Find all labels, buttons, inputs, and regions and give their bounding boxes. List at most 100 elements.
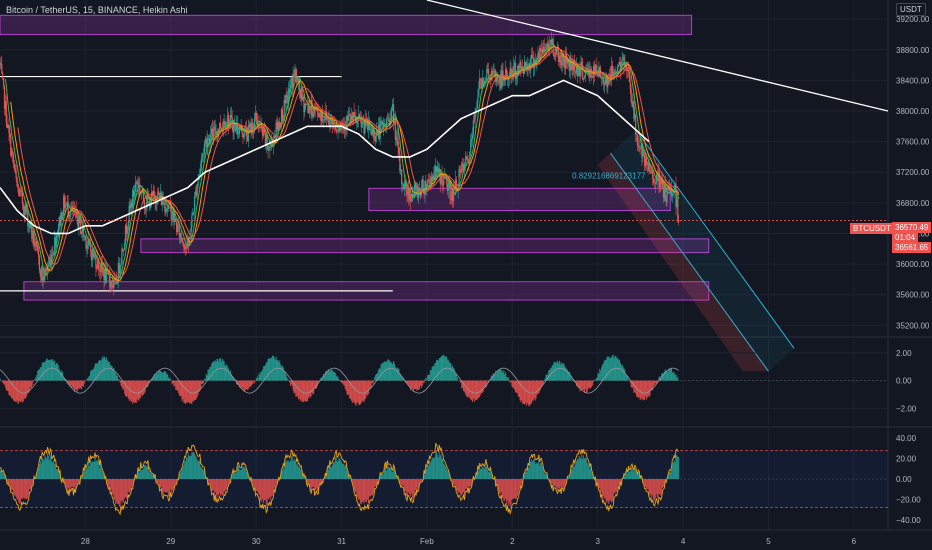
candle-body xyxy=(589,69,591,78)
candle-body xyxy=(415,184,417,190)
candle-body xyxy=(203,143,206,154)
candle-body xyxy=(402,183,405,190)
candle-body xyxy=(535,60,537,66)
candle-body xyxy=(82,226,84,237)
candle-body xyxy=(210,134,212,145)
candle-body xyxy=(626,69,629,71)
candle-body xyxy=(645,157,648,165)
candle-body xyxy=(123,249,125,252)
candle-body xyxy=(646,164,648,165)
channel-risk-fill xyxy=(597,153,769,372)
candle-body xyxy=(304,104,306,113)
candle-body xyxy=(141,192,143,194)
candle-body xyxy=(281,109,284,122)
candle-body xyxy=(349,113,352,122)
candle-body xyxy=(504,79,506,81)
candle-body xyxy=(233,123,235,133)
candle-body xyxy=(117,262,119,283)
candle-body xyxy=(115,277,118,284)
currency-button[interactable]: USDT xyxy=(896,3,926,16)
candle-body xyxy=(258,125,260,129)
candle-body xyxy=(197,180,199,186)
candle-body xyxy=(635,134,638,135)
candle-body xyxy=(631,102,633,107)
candle-body xyxy=(138,184,140,188)
candle-body xyxy=(521,66,523,68)
candle-body xyxy=(159,192,162,198)
candle-body xyxy=(410,200,413,202)
candle-body xyxy=(80,232,83,235)
candle-body xyxy=(440,172,442,184)
candle-body xyxy=(571,61,573,70)
candle-body xyxy=(575,65,578,73)
candle-body xyxy=(48,260,50,265)
candle-body xyxy=(326,118,328,120)
candle-body xyxy=(173,211,175,222)
channel-fill xyxy=(610,130,795,372)
candle-body xyxy=(297,81,299,83)
candle-body xyxy=(119,266,121,274)
candle-body xyxy=(0,63,2,65)
candle-body xyxy=(476,102,478,109)
candle-body xyxy=(505,69,507,80)
countdown-badge: 01:04 xyxy=(892,232,919,243)
candle-body xyxy=(600,71,602,79)
candle-body xyxy=(373,128,375,137)
candle-body xyxy=(137,183,139,188)
candle-body xyxy=(614,71,616,75)
candle-body xyxy=(59,217,61,226)
candle-body xyxy=(282,116,284,122)
candle-body xyxy=(45,268,47,269)
candle-body xyxy=(302,96,304,100)
candle-body xyxy=(237,133,240,135)
candle-body xyxy=(401,169,403,185)
candle-body xyxy=(273,135,275,139)
candle-body xyxy=(200,163,202,170)
candle-body xyxy=(139,184,141,193)
candle-body xyxy=(129,205,131,208)
candle-body xyxy=(449,180,451,200)
candle-body xyxy=(424,181,426,195)
candle-body xyxy=(569,58,571,72)
candle-body xyxy=(80,219,82,235)
candle-body xyxy=(451,187,453,201)
candle-body xyxy=(648,162,650,172)
candle-body xyxy=(340,124,342,126)
candle-body xyxy=(232,127,234,133)
candle-body xyxy=(488,75,491,79)
candle-body xyxy=(526,63,528,68)
candle-body xyxy=(456,190,458,192)
candle-body xyxy=(124,243,126,250)
candle-body xyxy=(459,169,461,171)
candle-body xyxy=(190,227,192,239)
candle-body xyxy=(306,104,308,106)
candle-body xyxy=(541,49,544,53)
candle-body xyxy=(340,122,343,126)
candle-body xyxy=(416,187,418,190)
candle-body xyxy=(245,127,247,129)
candle-body xyxy=(280,122,282,127)
candle-body xyxy=(369,129,371,131)
candle-body xyxy=(672,193,674,194)
osc-tick-label: 40.00 xyxy=(896,434,917,443)
candle-body xyxy=(507,78,509,80)
candle-body xyxy=(490,71,492,80)
candle-body xyxy=(280,109,283,127)
candle-body xyxy=(42,276,44,281)
candle-body xyxy=(531,54,533,59)
candle-body xyxy=(414,184,416,188)
candle-body xyxy=(212,128,214,140)
candle-body xyxy=(310,99,312,111)
candle-body xyxy=(468,160,470,164)
candle-body xyxy=(260,124,262,126)
candle-body xyxy=(583,76,586,79)
candle-body xyxy=(36,241,38,246)
candle-body xyxy=(392,104,395,124)
candle-body xyxy=(151,192,154,196)
candle-body xyxy=(51,254,53,265)
candle-body xyxy=(307,103,310,114)
candles-group xyxy=(0,31,680,296)
candle-body xyxy=(547,43,549,46)
